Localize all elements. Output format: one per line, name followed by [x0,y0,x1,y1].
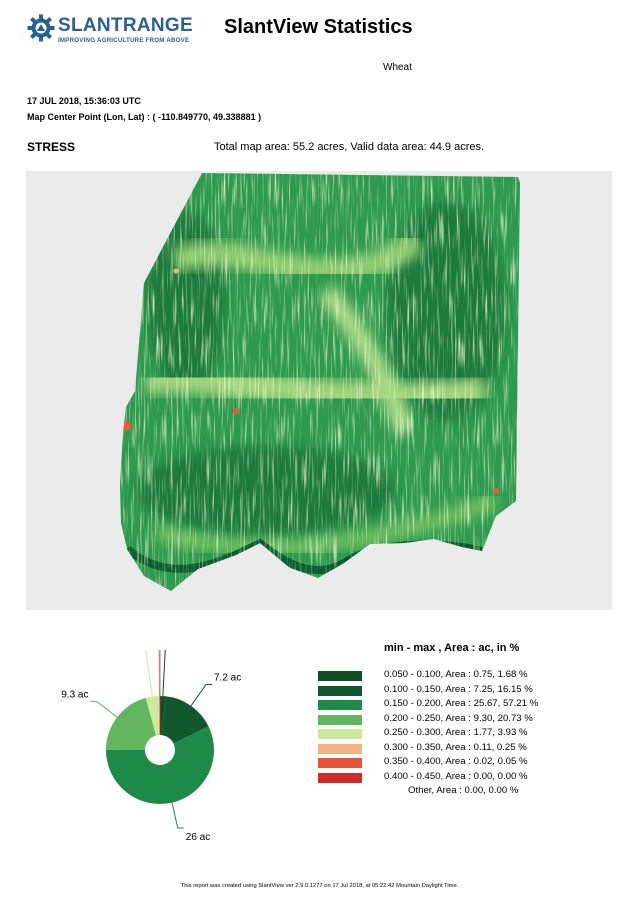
report-title: SlantView Statistics [224,16,413,38]
legend-row: 0.400 - 0.450, Area : 0.00, 0.00 % [318,771,618,786]
pie-slice-label: 7.2 ac [214,673,241,684]
legend-swatch [318,772,362,783]
legend-swatch [318,685,362,696]
legend-row: 0.250 - 0.300, Area : 1.77, 3.93 % [318,727,618,742]
legend-text: 0.150 - 0.200, Area : 25.67, 57.21 % [384,698,539,709]
stress-map-image [120,173,520,591]
legend-text: 0.400 - 0.450, Area : 0.00, 0.00 % [384,770,528,782]
legend-swatch [318,700,362,710]
legend-row: 0.300 - 0.350, Area : 0.11, 0.25 % [318,742,618,757]
pie-leader-line [162,650,166,697]
legend-row-other: Other, Area : 0.00, 0.00 % [318,785,618,800]
legend-text: 0.350 - 0.400, Area : 0.02, 0.05 % [384,756,528,767]
legend-row: 0.200 - 0.250, Area : 9.30, 20.73 % [318,713,618,728]
legend-text: 0.100 - 0.150, Area : 7.25, 16.15 % [384,683,533,695]
metric-name: STRESS [27,140,76,154]
area-summary: Total map area: 55.2 acres, Valid data a… [214,141,485,153]
logo-tagline: IMPROVING AGRICULTURE FROM ABOVE [58,37,190,44]
crop-type: Wheat [383,62,412,73]
legend-row: 0.100 - 0.150, Area : 7.25, 16.15 % [318,684,618,699]
report-footer: This report was created using SlantView … [180,883,459,889]
pie-slice-label: 26 ac [186,832,210,843]
legend-row: 0.350 - 0.400, Area : 0.02, 0.05 % [318,756,618,771]
pie-leader-line [145,650,153,697]
pie-slice [106,697,157,750]
legend-text: 0.050 - 0.100, Area : 0.75, 1.68 % [384,669,528,680]
pie-leader-line [90,700,118,718]
pie-slice [161,696,209,744]
pie-leader-line [158,650,160,697]
legend-title: min - max , Area : ac, in % [384,642,520,654]
pie-leader-line [190,684,213,707]
slantrange-logo: SLANTRANGE IMPROVING AGRICULTURE FROM AB… [27,14,202,46]
legend-swatch [318,714,362,725]
legend-swatch [318,758,362,768]
legend-text: 0.200 - 0.250, Area : 9.30, 20.73 % [384,712,533,724]
legend-swatch [318,671,362,681]
legend-swatch [318,743,362,754]
pie-slice [160,696,166,736]
map-center-point: Map Center Point (Lon, Lat) : ( -110.849… [27,112,262,122]
area-pie-chart: 7.2 ac 26 ac 9.3 ac [61,650,241,843]
legend-swatch [318,729,362,739]
stress-legend: 0.050 - 0.100, Area : 0.75, 1.68 % 0.100 … [318,669,618,800]
pie-slice [145,696,160,736]
report-date: 17 JUL 2018, 15:36:03 UTC [27,96,141,106]
legend-row: 0.150 - 0.200, Area : 25.67, 57.21 % [318,698,618,713]
legend-other-text: Other, Area : 0.00, 0.00 % [408,785,519,796]
pie-slice-label: 9.3 ac [61,689,88,700]
pie-slice [106,726,214,804]
logo-wordmark: SLANTRANGE [58,15,193,36]
gear-logo-icon [27,14,55,42]
legend-text: 0.300 - 0.350, Area : 0.11, 0.25 % [384,741,527,753]
stress-map [26,171,612,610]
legend-row: 0.050 - 0.100, Area : 0.75, 1.68 % [318,669,618,684]
legend-text: 0.250 - 0.300, Area : 1.77, 3.93 % [384,727,528,738]
pie-leader-line [171,802,184,829]
